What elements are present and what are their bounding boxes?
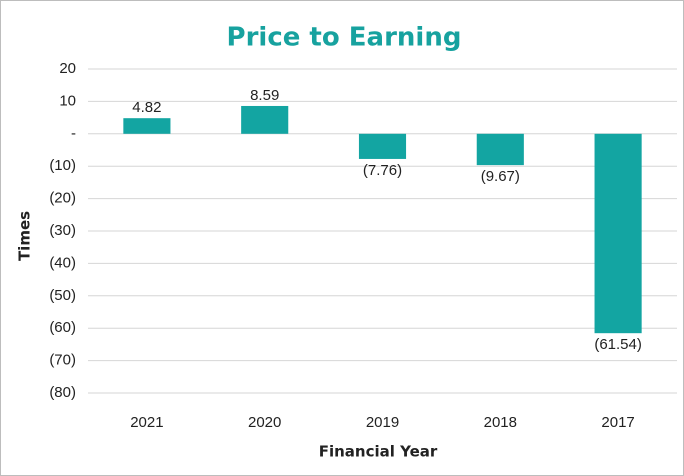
y-tick-label: (40) xyxy=(49,254,76,271)
x-tick-label: 2021 xyxy=(130,414,163,431)
bar xyxy=(358,133,407,159)
bar xyxy=(241,105,289,134)
data-label: (7.76) xyxy=(363,162,402,179)
y-axis-label: Times xyxy=(16,211,34,261)
data-label: 8.59 xyxy=(250,87,279,104)
x-axis-label: Financial Year xyxy=(319,443,438,461)
x-tick-label: 2017 xyxy=(601,414,634,431)
y-tick-label: (60) xyxy=(49,319,76,336)
y-tick-label: (50) xyxy=(49,287,76,304)
chart-title: Price to Earning xyxy=(227,23,462,53)
data-label: (61.54) xyxy=(594,336,642,353)
data-label: (9.67) xyxy=(481,168,520,185)
x-tick-label: 2019 xyxy=(366,414,399,431)
x-tick-label: 2020 xyxy=(248,414,281,431)
bar xyxy=(594,133,642,334)
bar xyxy=(476,133,524,166)
bar xyxy=(123,118,171,134)
y-tick-label: 20 xyxy=(59,60,76,77)
data-label: 4.82 xyxy=(132,99,161,116)
y-tick-label: (30) xyxy=(49,222,76,239)
y-tick-label: (10) xyxy=(49,157,76,174)
x-tick-label: 2018 xyxy=(484,414,517,431)
y-tick-label: (80) xyxy=(49,384,76,401)
y-tick-label: 10 xyxy=(59,92,76,109)
y-tick-label: - xyxy=(71,125,76,142)
y-tick-label: (70) xyxy=(49,352,76,369)
y-tick-label: (20) xyxy=(49,190,76,207)
